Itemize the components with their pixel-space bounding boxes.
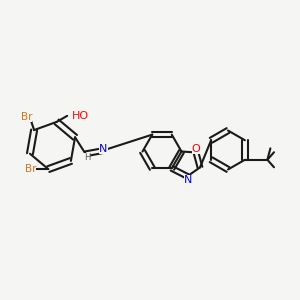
Text: Br: Br — [21, 112, 32, 122]
Text: HO: HO — [72, 111, 89, 121]
Text: N: N — [184, 175, 192, 185]
Text: H: H — [84, 153, 90, 162]
Text: Br: Br — [25, 164, 36, 174]
Text: N: N — [99, 144, 108, 154]
Text: O: O — [192, 144, 200, 154]
